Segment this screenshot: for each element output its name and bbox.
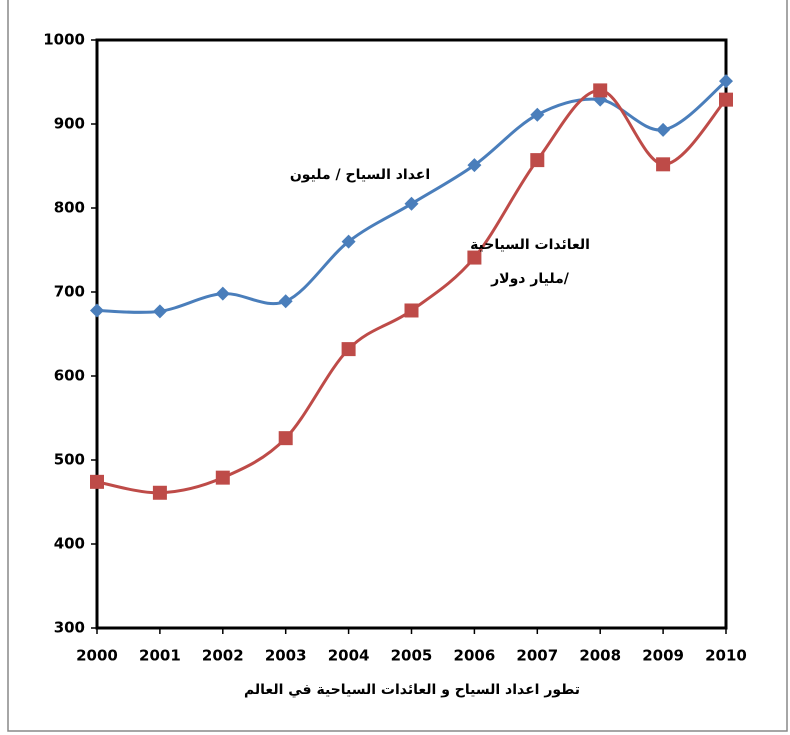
series-label: اعداد السياح / مليون — [289, 167, 431, 183]
x-tick-label: 2000 — [76, 647, 118, 665]
x-tick-label: 2008 — [579, 647, 621, 665]
x-tick-label: 2007 — [516, 647, 558, 665]
x-tick-label: 2001 — [139, 647, 181, 665]
marker — [152, 485, 167, 500]
marker — [215, 286, 230, 301]
x-tick-label: 2005 — [391, 647, 433, 665]
plot-border — [95, 38, 728, 630]
marker — [404, 303, 419, 318]
marker — [530, 153, 545, 168]
x-tick-label: 2004 — [328, 647, 370, 665]
marker — [593, 83, 608, 98]
marker — [341, 234, 356, 249]
series-line — [96, 88, 728, 495]
marker — [719, 74, 733, 89]
marker — [341, 342, 356, 357]
series-line — [96, 79, 727, 314]
y-tick-label: 400 — [54, 535, 85, 553]
marker — [278, 431, 293, 446]
x-tick-label: 2006 — [454, 647, 496, 665]
y-tick-label: 1000 — [43, 31, 85, 49]
marker — [467, 250, 482, 265]
y-tick-label: 900 — [54, 115, 85, 133]
marker — [215, 470, 230, 485]
marker — [656, 122, 671, 137]
frame — [7, 0, 788, 732]
marker — [278, 294, 293, 309]
marker — [530, 107, 545, 122]
x-tick-label: 2002 — [202, 647, 244, 665]
marker — [152, 304, 167, 319]
marker — [656, 157, 671, 172]
x-tick-label: 2010 — [705, 647, 747, 665]
x-axis-label: تطور اعداد السياح و العائدات السياحية في… — [244, 682, 580, 698]
y-tick-label: 800 — [54, 199, 85, 217]
marker — [404, 196, 419, 211]
y-tick-label: 500 — [54, 451, 85, 469]
marker — [467, 158, 482, 173]
marker — [90, 303, 104, 318]
marker — [719, 92, 733, 107]
x-tick-label: 2003 — [265, 647, 307, 665]
y-tick-label: 700 — [54, 283, 85, 301]
marker — [90, 474, 104, 489]
series-label: العائدات السياحية /مليار دولار — [470, 237, 590, 287]
x-tick-label: 2009 — [642, 647, 684, 665]
y-tick-label: 600 — [54, 367, 85, 385]
y-tick-label: 300 — [54, 619, 85, 637]
